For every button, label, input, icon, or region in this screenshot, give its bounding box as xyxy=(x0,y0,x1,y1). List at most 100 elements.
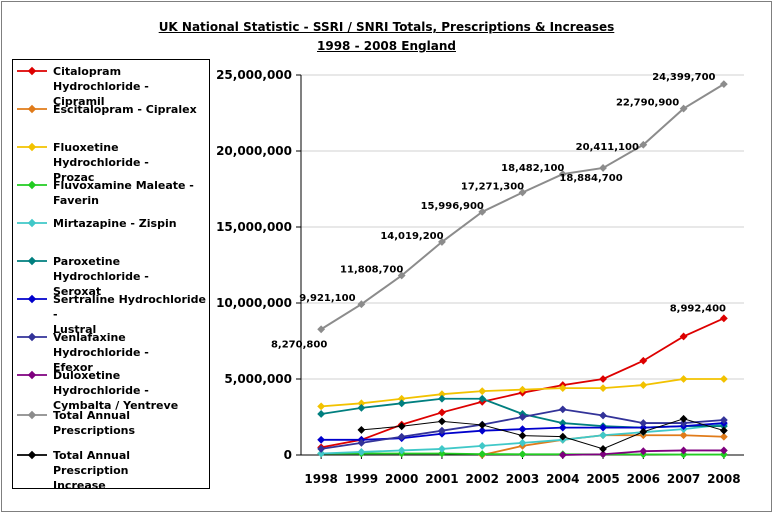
legend-label-line: Cipramil xyxy=(53,95,105,108)
legend-marker xyxy=(17,370,47,380)
data-point xyxy=(558,451,567,459)
data-point xyxy=(478,426,487,435)
legend-label-line: Seroxat xyxy=(53,285,102,298)
data-label: 18,884,700 xyxy=(559,173,622,184)
legend-marker xyxy=(17,256,47,266)
legend-label-line: Total Annual Prescriptions xyxy=(53,409,136,437)
x-tick-label: 1999 xyxy=(345,472,378,486)
data-point xyxy=(397,399,406,408)
data-point xyxy=(639,381,648,389)
data-point xyxy=(438,445,446,453)
legend-item: Total Annual Prescriptions xyxy=(13,408,209,438)
data-point xyxy=(518,413,527,421)
legend-label-line: Paroxetine Hydrochloride - xyxy=(53,255,149,283)
x-tick-label: 2008 xyxy=(707,472,740,486)
data-point xyxy=(317,445,326,453)
y-tick-label: 0 xyxy=(284,448,292,462)
x-tick-label: 2001 xyxy=(425,472,458,486)
legend-item: Fluoxetine Hydrochloride - Prozac xyxy=(13,140,209,184)
data-point xyxy=(558,423,567,432)
legend-marker xyxy=(17,218,47,228)
data-point xyxy=(719,432,728,441)
data-point xyxy=(438,238,446,246)
legend-label-line: Total Annual Prescription xyxy=(53,449,131,477)
data-point xyxy=(357,403,366,412)
legend-label-line: Duloxetine Hydrochloride - xyxy=(53,369,149,397)
data-point xyxy=(518,188,527,197)
legend-label-line: Venlafaxine Hydrochloride - xyxy=(53,331,149,359)
data-point xyxy=(679,419,688,427)
x-tick-label: 2002 xyxy=(466,472,499,486)
chart-subtitle: 1998 - 2008 England xyxy=(317,39,456,53)
legend-diamond-icon xyxy=(27,410,37,420)
data-point xyxy=(599,164,607,172)
y-tick-label: 20,000,000 xyxy=(216,144,292,158)
legend-label: Sertraline Hydrochloride - Lustral xyxy=(53,292,209,337)
legend-label: Paroxetine Hydrochloride - Seroxat xyxy=(53,254,209,299)
data-point xyxy=(639,356,648,365)
legend-label: Duloxetine Hydrochloride - Cymbalta / Yen… xyxy=(53,368,209,413)
data-point xyxy=(558,432,567,441)
legend-marker xyxy=(17,294,47,304)
legend-item: Escitalopram - Cipralex xyxy=(13,102,209,132)
data-point xyxy=(397,422,406,431)
legend-item: Mirtazapine - Zispin xyxy=(13,216,209,246)
data-point xyxy=(679,332,688,341)
data-point xyxy=(679,414,688,423)
data-point xyxy=(438,449,446,458)
data-point xyxy=(357,426,366,434)
legend-marker xyxy=(17,332,47,342)
legend-marker xyxy=(17,66,47,76)
legend-label-line: Increase xyxy=(53,479,106,492)
data-point xyxy=(599,444,607,453)
legend-item: Venlafaxine Hydrochloride - Efexor xyxy=(13,330,209,374)
data-point xyxy=(639,447,648,456)
legend-label-line: Fluoxetine Hydrochloride - xyxy=(53,141,149,169)
legend-label: Escitalopram - Cipralex xyxy=(53,102,209,117)
x-tick-label: 2000 xyxy=(385,472,418,486)
legend-item: Total Annual Prescription Increase xyxy=(13,448,209,492)
data-point xyxy=(599,384,607,393)
data-point xyxy=(639,427,648,436)
x-tick-label: 2003 xyxy=(506,472,539,486)
legend-diamond-icon xyxy=(27,294,37,304)
legend-label: Fluoxetine Hydrochloride - Prozac xyxy=(53,140,209,185)
legend-diamond-icon xyxy=(27,104,37,114)
data-label: 15,996,900 xyxy=(421,201,484,212)
y-tick-label: 15,000,000 xyxy=(216,220,292,234)
legend-item: Sertraline Hydrochloride - Lustral xyxy=(13,292,209,336)
x-tick-label: 2004 xyxy=(546,472,579,486)
data-point xyxy=(719,416,728,424)
data-point xyxy=(719,426,728,435)
data-point xyxy=(357,448,366,456)
data-point xyxy=(518,385,527,394)
legend-item: Duloxetine Hydrochloride - Cymbalta / Yen… xyxy=(13,368,209,412)
legend-marker xyxy=(17,104,47,114)
y-tick-label: 25,000,000 xyxy=(216,68,292,82)
legend: Citalopram Hydrochloride - Cipramil Escita… xyxy=(12,59,210,492)
chart-title: UK National Statistic - SSRI / SNRI Tota… xyxy=(158,20,615,34)
legend-marker xyxy=(17,450,47,460)
data-point xyxy=(478,207,487,216)
legend-label-line: Escitalopram - Cipralex xyxy=(53,103,197,116)
data-point xyxy=(397,432,406,441)
data-label: 8,270,800 xyxy=(271,339,327,350)
data-point xyxy=(357,438,366,447)
legend-label: Mirtazapine - Zispin xyxy=(53,216,209,231)
data-point xyxy=(719,80,728,89)
legend-label-line: Citalopram Hydrochloride - xyxy=(53,65,149,93)
legend-label-line: Prozac xyxy=(53,171,95,184)
data-point xyxy=(599,450,607,459)
data-label: 18,482,100 xyxy=(501,163,564,174)
data-point xyxy=(317,325,326,334)
legend-label-line: Lustral xyxy=(53,323,97,336)
legend-diamond-icon xyxy=(27,450,37,460)
data-point xyxy=(438,417,446,426)
data-label: 22,790,900 xyxy=(616,98,679,109)
data-point xyxy=(599,431,607,440)
series-line xyxy=(361,418,725,450)
legend-diamond-icon xyxy=(27,256,37,266)
data-point xyxy=(317,435,326,444)
data-point xyxy=(518,438,527,447)
